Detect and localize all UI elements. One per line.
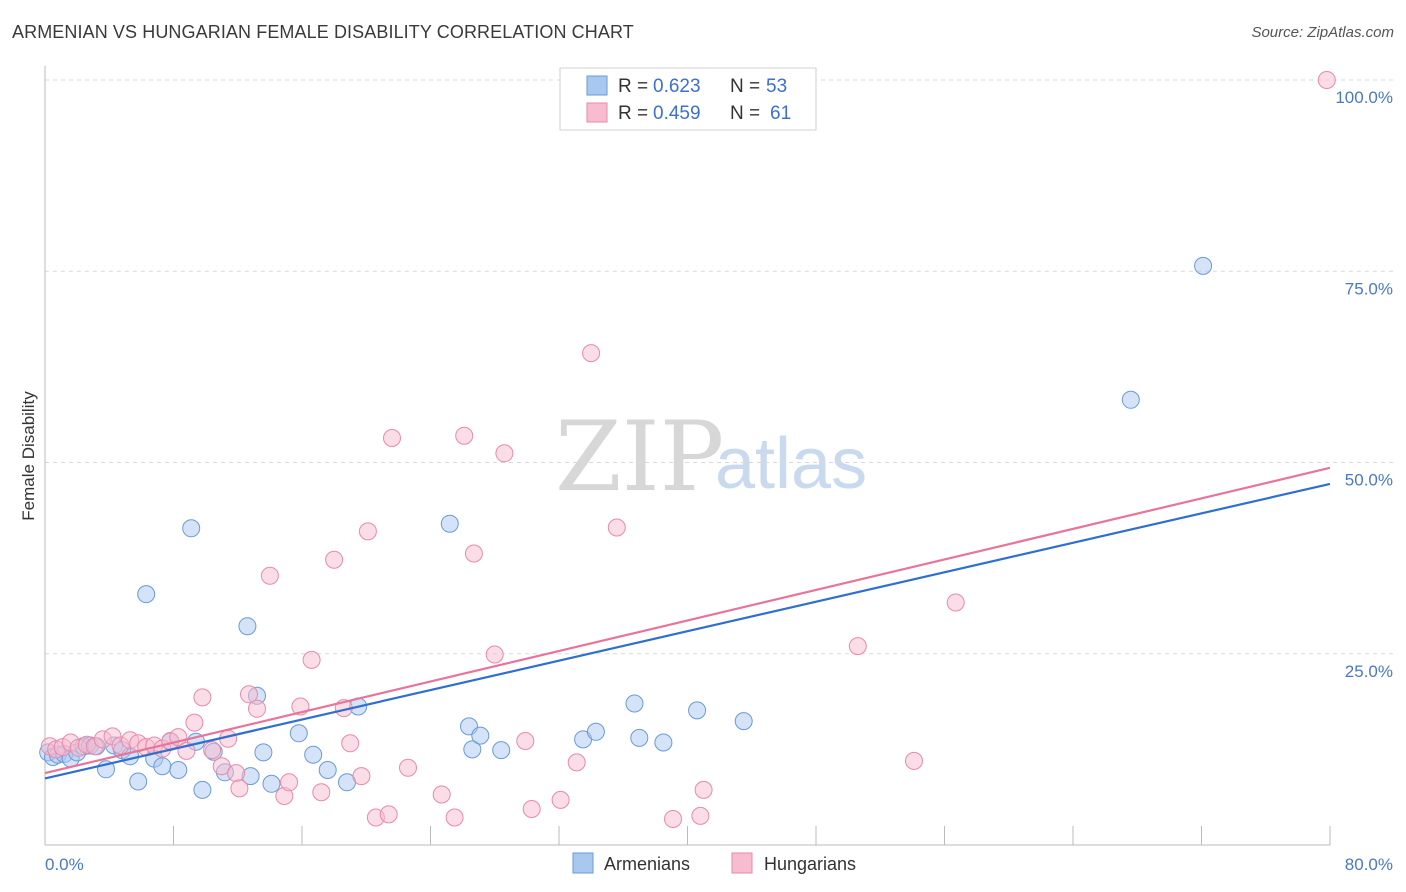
- source-label: Source: ZipAtlas.com: [1251, 24, 1394, 41]
- armenians-point: [688, 701, 707, 720]
- x-ticks: [44, 826, 1331, 845]
- hungarians-point: [260, 566, 279, 585]
- y-tick-label-25: 25.0%: [1345, 662, 1393, 681]
- legend-n-label-hungarians: N =: [730, 103, 760, 124]
- armenians-point: [193, 780, 212, 799]
- armenians-point: [463, 740, 482, 759]
- hungarians-point: [522, 800, 541, 818]
- armenians-point: [129, 772, 148, 791]
- hungarians-point: [203, 741, 222, 760]
- legend-n-value-hungarians: 61: [770, 103, 791, 124]
- armenians-point: [304, 745, 323, 764]
- y-tick-label-50: 50.0%: [1345, 471, 1393, 490]
- y-axis-label: Female Disability: [19, 391, 38, 521]
- hungarians-point: [516, 732, 535, 750]
- armenians-point: [625, 694, 644, 713]
- hungarians-point: [352, 767, 371, 786]
- armenians-point: [289, 724, 308, 743]
- hungarians-point: [495, 444, 514, 463]
- legend-swatch-armenians: [586, 75, 608, 96]
- hungarians-point: [248, 699, 266, 718]
- armenians-point: [169, 761, 188, 779]
- armenians-point: [586, 722, 605, 741]
- hungarians-point: [946, 593, 965, 612]
- hungarians-point: [193, 688, 212, 707]
- bottom-legend-label-hungarians: Hungarians: [764, 854, 856, 874]
- bottom-legend-swatch-armenians: [572, 852, 594, 874]
- legend-r-label-hungarians: R =: [618, 103, 648, 124]
- hungarians-point: [694, 780, 713, 799]
- hungarians-trend-line: [44, 466, 1331, 775]
- hungarians-point: [691, 806, 710, 825]
- hungarians-point: [464, 544, 483, 563]
- hungarians-point: [485, 645, 504, 664]
- hungarians-point: [607, 518, 626, 537]
- hungarians-point: [358, 522, 377, 541]
- armenians-point: [318, 761, 337, 779]
- trend-lines: [44, 466, 1331, 780]
- hungarians-point: [399, 758, 417, 777]
- armenians-point: [492, 741, 511, 760]
- armenians-point: [153, 757, 172, 776]
- hungarians-point: [432, 785, 451, 804]
- hungarians-point: [551, 790, 570, 809]
- armenians-point: [254, 743, 273, 762]
- hungarians-point: [905, 751, 923, 770]
- hungarians-point: [212, 757, 231, 776]
- bottom-legend-label-armenians: Armenians: [604, 854, 690, 874]
- x-tick-label-min: 0.0%: [45, 855, 84, 874]
- hungarians-point: [185, 713, 204, 732]
- armenians-point: [182, 519, 201, 538]
- legend-n-label-armenians: N =: [730, 76, 760, 97]
- hungarians-point: [341, 734, 360, 753]
- series-legend: Armenians Hungarians: [572, 852, 856, 874]
- armenians-point: [734, 712, 753, 731]
- hungarians-point: [664, 810, 682, 828]
- y-tick-label-100: 100.0%: [1335, 88, 1393, 107]
- chart-title: ARMENIAN VS HUNGARIAN FEMALE DISABILITY …: [12, 22, 634, 42]
- watermark-atlas: atlas: [715, 424, 867, 504]
- legend-r-value-hungarians: 0.459: [653, 103, 701, 124]
- armenians-point: [262, 774, 281, 793]
- y-tick-label-75: 75.0%: [1345, 279, 1393, 298]
- y-tick-labels: 25.0% 50.0% 75.0% 100.0%: [1335, 88, 1393, 681]
- hungarians-point: [455, 426, 474, 445]
- hungarians-point: [302, 650, 321, 669]
- hungarians-point: [567, 753, 586, 772]
- legend-n-value-armenians: 53: [766, 76, 787, 97]
- hungarians-point: [280, 773, 299, 792]
- hungarians-point: [848, 637, 867, 656]
- armenians-point: [440, 514, 459, 533]
- legend-r-label-armenians: R =: [618, 76, 648, 97]
- armenians-point: [1121, 390, 1140, 409]
- legend-r-value-armenians: 0.623: [653, 76, 701, 97]
- hungarians-point: [379, 805, 398, 824]
- armenians-point: [654, 733, 673, 752]
- gridlines: [45, 79, 1393, 655]
- armenians-point: [1194, 256, 1213, 275]
- armenians-point: [471, 726, 490, 745]
- hungarians-point: [582, 344, 601, 363]
- hungarians-point: [240, 685, 258, 704]
- x-tick-label-max: 80.0%: [1345, 855, 1393, 874]
- hungarians-point: [227, 764, 246, 783]
- armenians-point: [630, 728, 649, 747]
- correlation-legend: R = 0.623 N = 53 R = 0.459 N = 61: [559, 67, 817, 131]
- hungarians-point: [383, 429, 401, 447]
- watermark-zip: ZIP: [555, 401, 724, 513]
- hungarians-points: [40, 71, 1336, 828]
- hungarians-point: [312, 783, 331, 802]
- armenians-point: [238, 617, 257, 636]
- bottom-legend-swatch-hungarians: [731, 852, 753, 874]
- armenians-trend-line: [44, 482, 1331, 780]
- hungarians-point: [230, 779, 249, 798]
- hungarians-point: [1317, 71, 1336, 89]
- armenians-point: [137, 585, 156, 604]
- hungarians-point: [445, 808, 464, 827]
- hungarians-point: [325, 550, 344, 569]
- legend-swatch-hungarians: [586, 102, 608, 123]
